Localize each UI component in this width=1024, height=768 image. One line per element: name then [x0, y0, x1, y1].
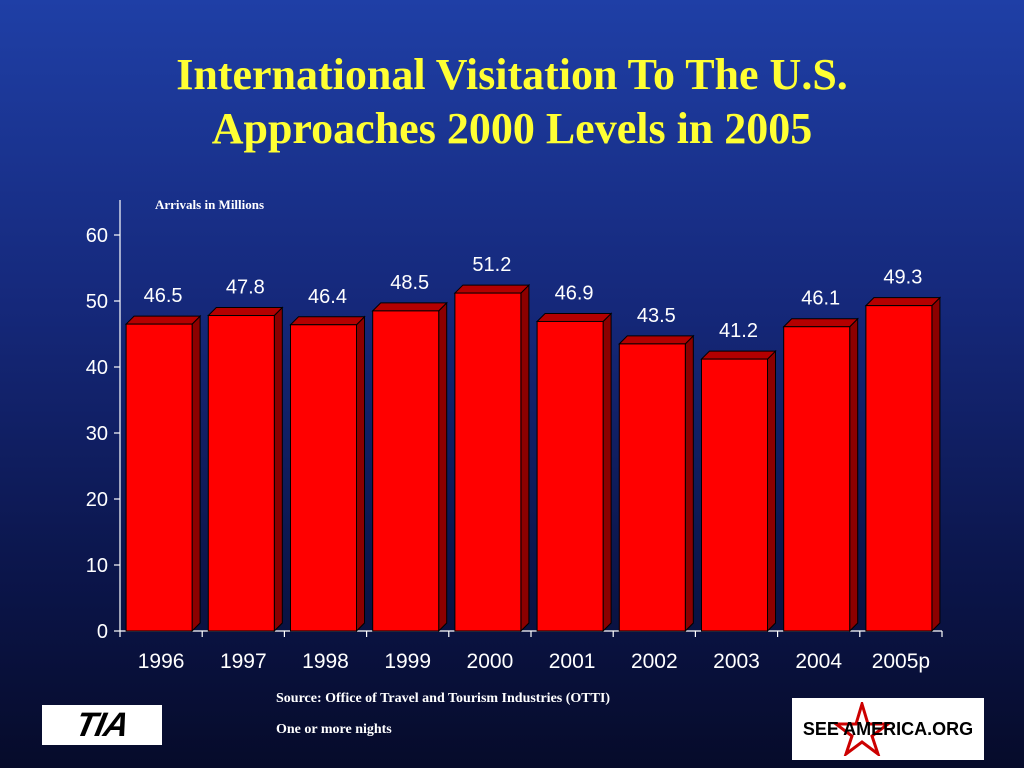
bar-side [273, 306, 283, 633]
bar-front [372, 310, 440, 632]
bar-side [849, 317, 859, 633]
title-line-1: International Visitation To The U.S. [176, 50, 848, 99]
x-tick-label: 2002 [631, 650, 678, 673]
bar-side [438, 301, 448, 633]
x-tick-label: 2000 [467, 650, 514, 673]
y-axis-label: Arrivals in Millions [155, 197, 264, 212]
source-note: Source: Office of Travel and Tourism Ind… [276, 691, 611, 706]
bar-top [864, 297, 942, 307]
bar-top [371, 302, 448, 312]
see-america-logo-text: SEE AMERICA.ORG [802, 718, 974, 739]
chart-title: International Visitation To The U.S. App… [0, 48, 1024, 156]
x-tick-label: 2001 [549, 650, 596, 673]
value-label: 47.8 [226, 277, 265, 299]
value-label: 46.9 [555, 282, 594, 304]
tia-logo-text: TIA [72, 705, 133, 744]
bar-side [931, 296, 941, 633]
bar-top [124, 315, 202, 325]
tia-logo: TIA [42, 705, 162, 745]
bar-1999 [371, 301, 448, 633]
bar-chart: Arrivals in Millions 0 10 20 30 40 50 60 46.5 1… [86, 197, 942, 673]
bar-front [207, 315, 275, 632]
bar-front [125, 323, 193, 632]
bar-2001 [535, 312, 613, 633]
bar-2003 [700, 349, 777, 633]
bar-1998 [289, 315, 366, 633]
bar-top [207, 307, 284, 317]
bar-side [191, 314, 201, 633]
x-tick-label: 2005p [872, 650, 930, 673]
bar-front [783, 326, 851, 632]
y-tick-label: 20 [86, 489, 108, 511]
y-tick-label: 50 [86, 291, 108, 313]
bar-top [289, 316, 366, 326]
bar-top [618, 335, 695, 345]
bar-2005p [864, 296, 942, 633]
bar-front [618, 343, 686, 632]
x-tick-label: 1997 [220, 650, 267, 673]
value-label: 48.5 [390, 272, 429, 294]
y-tick-label: 40 [86, 357, 108, 379]
bar-side [520, 283, 530, 633]
bar-2000 [453, 283, 531, 633]
y-tick-label: 10 [86, 555, 108, 577]
see-america-logo: SEE AMERICA.ORG [792, 698, 984, 760]
value-label: 41.2 [719, 320, 758, 342]
value-label: 46.4 [308, 286, 347, 308]
value-label: 43.5 [637, 305, 676, 327]
value-label: 51.2 [472, 254, 511, 276]
x-tick-label: 1999 [384, 650, 431, 673]
bar-top [700, 350, 777, 360]
bar-side [684, 334, 694, 633]
bar-top [535, 312, 613, 322]
x-tick-label: 1998 [302, 650, 349, 673]
y-tick-label: 0 [97, 621, 108, 643]
bar-2004 [782, 317, 859, 633]
nights-note: One or more nights [276, 722, 392, 737]
bar-top [782, 318, 859, 328]
bar-front [454, 292, 522, 632]
y-tick-label: 60 [86, 225, 108, 247]
bar-front [865, 305, 933, 632]
value-label: 46.5 [144, 285, 183, 307]
value-label: 49.3 [883, 267, 922, 289]
x-tick-label: 2004 [795, 650, 842, 673]
bar-side [602, 312, 612, 633]
bar-front [536, 320, 604, 632]
bar-front [290, 324, 357, 632]
star-swoosh-icon [832, 702, 892, 756]
bar-side [356, 315, 365, 633]
bar-side [767, 349, 776, 633]
x-tick-label: 1996 [138, 650, 185, 673]
bar-1997 [207, 306, 284, 633]
title-line-2: Approaches 2000 Levels in 2005 [211, 104, 813, 153]
y-tick-label: 30 [86, 423, 108, 445]
bar-2002 [618, 334, 695, 633]
x-tick-label: 2003 [713, 650, 760, 673]
bar-front [701, 358, 768, 632]
bar-top [453, 284, 531, 294]
value-label: 46.1 [801, 288, 840, 310]
bar-1996 [124, 314, 202, 633]
